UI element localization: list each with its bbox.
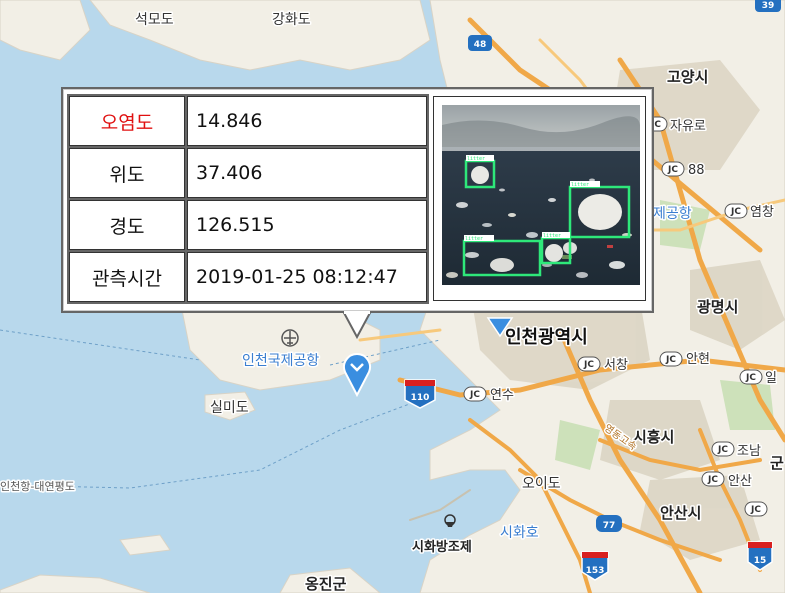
label-yeomchang: 염창 [750,205,774,220]
city-marker-icon [486,317,514,338]
observation-time-label: 관측시간 [69,252,185,302]
label-sihwaho: 시화호 [500,525,539,541]
highway-shield-153: 153 [581,551,609,581]
label-incheon-airport: 인천국제공항 [242,353,319,369]
svg-text:JC: JC [469,390,480,400]
pollution-value: 14.846 [187,96,427,146]
label-anhyeon: 안현 [686,352,710,367]
label-oido: 오이도 [522,476,561,492]
latitude-value: 37.406 [187,148,427,198]
svg-text:39: 39 [762,1,775,11]
highway-shield-77: 77 [596,515,622,532]
svg-text:JC: JC [717,445,728,455]
label-seongmodo: 석모도 [135,12,174,28]
litter-detection-photo[interactable]: litter litter litter litter [442,105,640,285]
label-siheung: 시흥시 [633,428,674,446]
label-il: 일 [765,371,777,386]
ferry-icon [444,514,456,527]
label-sihwa-seawall: 시화방조제 [412,539,472,555]
label-gimpo-airport: 제공항 [653,206,692,222]
info-table: 오염도 14.846 위도 37.406 경도 126.515 관측시간 201… [67,94,429,304]
airport-icon [281,329,299,347]
svg-text:litter: litter [571,182,589,188]
label-joam: 조남 [737,444,761,459]
label-ganghwado: 강화도 [272,12,311,28]
label-jayuro: 자유로 [670,119,706,134]
table-row: 관측시간 2019-01-25 08:12:47 [69,252,427,302]
svg-text:JC: JC [707,475,718,485]
label-silmido: 실미도 [210,400,249,416]
svg-text:77: 77 [603,521,616,531]
label-ansan: 안산시 [660,504,701,522]
svg-text:JC: JC [730,207,741,217]
label-ansan-jc: 안산 [728,474,752,489]
pollution-label: 오염도 [69,96,185,146]
latitude-label: 위도 [69,148,185,198]
label-incheon-daeyeonpyeong: 인천항-대연평도 [0,479,75,493]
table-row: 위도 37.406 [69,148,427,198]
location-marker-icon[interactable] [343,353,371,398]
svg-text:15: 15 [754,556,767,566]
svg-text:153: 153 [586,566,605,576]
highway-shield-110: 110 [404,379,436,409]
label-incheon-metro: 인천광역시 [505,327,588,348]
label-yeonsu: 연수 [490,388,514,403]
svg-text:110: 110 [411,393,430,403]
longitude-value: 126.515 [187,200,427,250]
svg-text:litter: litter [465,236,483,242]
table-row: 오염도 14.846 [69,96,427,146]
label-gun: 군 [770,454,784,472]
table-row: 경도 126.515 [69,200,427,250]
highway-shield-48: 48 [468,35,492,51]
svg-text:litter: litter [467,156,485,162]
svg-text:JC: JC [667,165,678,175]
info-popup: 오염도 14.846 위도 37.406 경도 126.515 관측시간 201… [61,87,654,313]
highway-shield-15: 15 [747,541,773,571]
label-ongjin: 옹진군 [305,575,347,593]
label-gwangmyeong: 광명시 [697,298,738,316]
popup-tail [342,311,372,339]
label-88: 88 [688,163,705,178]
label-seochang: 서창 [604,358,628,373]
svg-text:JC: JC [750,505,761,515]
jc-markers: JC JC JC JC JC JC JC JC JC JC [463,116,768,517]
svg-text:JC: JC [665,355,676,365]
svg-text:JC: JC [583,360,594,370]
svg-text:JC: JC [745,373,756,383]
svg-text:litter: litter [543,233,561,239]
svg-text:48: 48 [474,40,487,50]
observation-time-value: 2019-01-25 08:12:47 [187,252,427,302]
photo-cell: litter litter litter litter [433,96,646,301]
debris [446,178,632,278]
map-labels: 석모도 강화도 고양시 자유로 88 제공항 염창 광명시 인천광역시 인천국제… [0,11,785,593]
label-goyang: 고양시 [667,68,708,86]
detection-labels: litter litter litter litter [464,155,600,242]
longitude-label: 경도 [69,200,185,250]
svg-text:JC: JC [650,120,661,130]
highway-shield-39: 39 [755,0,781,12]
